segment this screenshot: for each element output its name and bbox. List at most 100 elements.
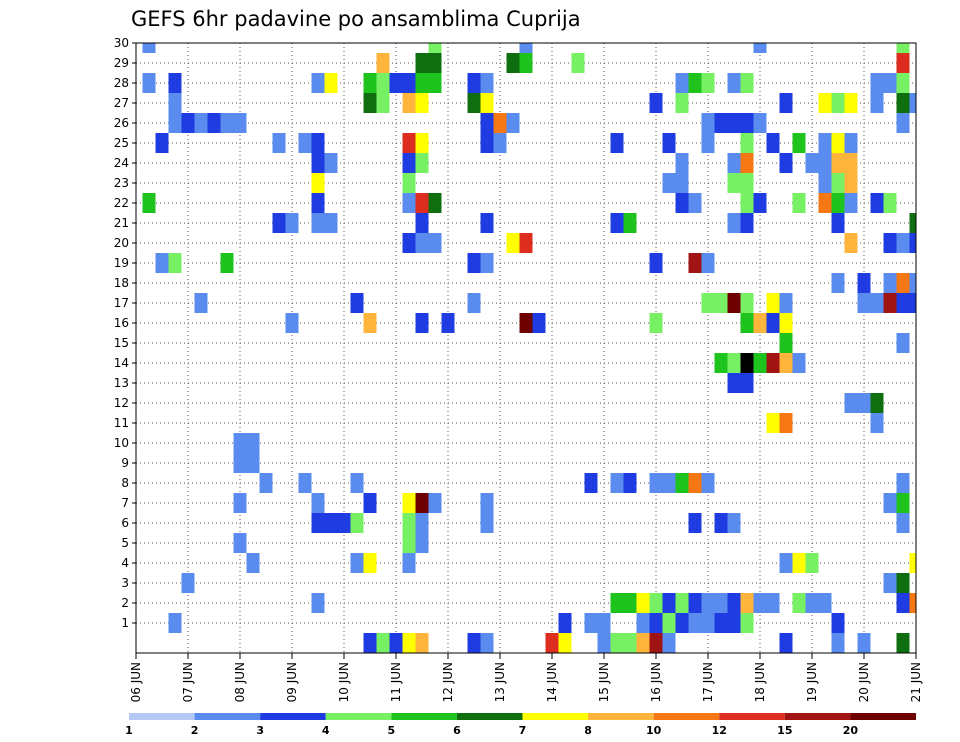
precip-cell xyxy=(337,513,351,533)
precip-cell xyxy=(844,393,858,413)
precip-cell xyxy=(766,293,780,313)
precip-cell xyxy=(649,313,663,333)
precip-cell xyxy=(350,473,364,493)
precip-cell xyxy=(415,633,429,653)
y-tick-label: 25 xyxy=(114,136,129,150)
precip-cell xyxy=(194,293,208,313)
legend-swatch xyxy=(653,713,720,720)
precip-cell xyxy=(818,133,832,153)
y-tick-label: 26 xyxy=(114,116,129,130)
precip-cell xyxy=(428,493,442,513)
legend-swatch xyxy=(522,713,589,720)
legend-label: 12 xyxy=(712,724,727,737)
precip-cell xyxy=(896,633,910,653)
precip-cell xyxy=(350,553,364,573)
precip-cell xyxy=(896,333,910,353)
precip-cell xyxy=(896,73,910,93)
precip-cell xyxy=(623,593,637,613)
x-tick-label: 14 JUN xyxy=(545,662,559,702)
legend-swatch xyxy=(588,713,654,720)
y-tick-label: 30 xyxy=(114,36,129,50)
precip-cell xyxy=(792,193,806,213)
precip-cell xyxy=(844,193,858,213)
precip-cell xyxy=(285,313,299,333)
x-tick-label: 18 JUN xyxy=(753,662,767,702)
legend-label: 20 xyxy=(843,724,859,737)
precip-cell xyxy=(467,93,481,113)
precip-cell xyxy=(480,213,494,233)
x-tick-label: 09 JUN xyxy=(285,662,299,702)
precip-cell xyxy=(584,613,598,633)
precip-cell xyxy=(870,93,884,113)
precip-cell xyxy=(753,43,767,53)
precip-cell xyxy=(415,133,429,153)
precip-cell xyxy=(740,153,754,173)
precip-cell xyxy=(415,513,429,533)
precip-cell xyxy=(350,293,364,313)
precip-cell xyxy=(480,513,494,533)
precip-cell xyxy=(428,53,442,73)
precip-cell xyxy=(870,413,884,433)
precip-cell xyxy=(857,393,871,413)
precip-cell xyxy=(402,193,416,213)
precip-cell xyxy=(402,153,416,173)
precip-cell xyxy=(467,253,481,273)
precip-cell xyxy=(740,293,754,313)
precip-cell xyxy=(623,473,637,493)
precip-cell xyxy=(415,233,429,253)
precip-cell xyxy=(415,93,429,113)
precip-cell xyxy=(675,613,689,633)
legend-swatch xyxy=(260,713,326,720)
y-tick-label: 8 xyxy=(121,476,129,490)
precip-cell xyxy=(376,73,390,93)
precip-cell xyxy=(883,273,897,293)
precip-cell xyxy=(844,233,858,253)
legend-swatch xyxy=(456,713,523,720)
precip-cell xyxy=(636,633,650,653)
precip-cell xyxy=(246,453,260,473)
x-tick-label: 07 JUN xyxy=(181,662,195,702)
precip-cell xyxy=(883,573,897,593)
precip-cell xyxy=(597,633,611,653)
precip-cell xyxy=(415,193,429,213)
precip-cell xyxy=(246,433,260,453)
precip-cell xyxy=(350,513,364,533)
precip-cell xyxy=(714,113,728,133)
precip-cell xyxy=(376,93,390,113)
x-tick-label: 17 JUN xyxy=(701,662,715,702)
data-cells xyxy=(142,43,916,653)
precip-cell xyxy=(779,313,793,333)
precip-cell xyxy=(688,593,702,613)
precip-cell xyxy=(779,333,793,353)
precip-cell xyxy=(818,153,832,173)
precip-cell xyxy=(779,553,793,573)
precip-cell xyxy=(363,73,377,93)
precip-cell xyxy=(701,593,715,613)
y-tick-label: 13 xyxy=(114,376,129,390)
precip-cell xyxy=(675,73,689,93)
precip-cell xyxy=(428,193,442,213)
precip-cell xyxy=(168,113,182,133)
legend-label: 1 xyxy=(125,724,133,737)
precip-cell xyxy=(753,193,767,213)
legend-label: 5 xyxy=(388,724,396,737)
precip-cell xyxy=(142,193,156,213)
precip-cell xyxy=(480,113,494,133)
precip-cell xyxy=(558,613,572,633)
precip-cell xyxy=(701,613,715,633)
x-tick-label: 13 JUN xyxy=(493,662,507,702)
precip-cell xyxy=(753,113,767,133)
precip-cell xyxy=(896,43,910,53)
precip-cell xyxy=(909,213,916,233)
precip-cell xyxy=(610,593,624,613)
precip-cell xyxy=(311,513,325,533)
legend-swatch xyxy=(850,713,916,720)
precip-cell xyxy=(831,273,845,293)
legend-label: 15 xyxy=(777,724,792,737)
precip-cell xyxy=(480,253,494,273)
precip-cell xyxy=(142,43,156,53)
precip-cell xyxy=(168,253,182,273)
precip-cell xyxy=(883,493,897,513)
y-tick-label: 21 xyxy=(114,216,129,230)
